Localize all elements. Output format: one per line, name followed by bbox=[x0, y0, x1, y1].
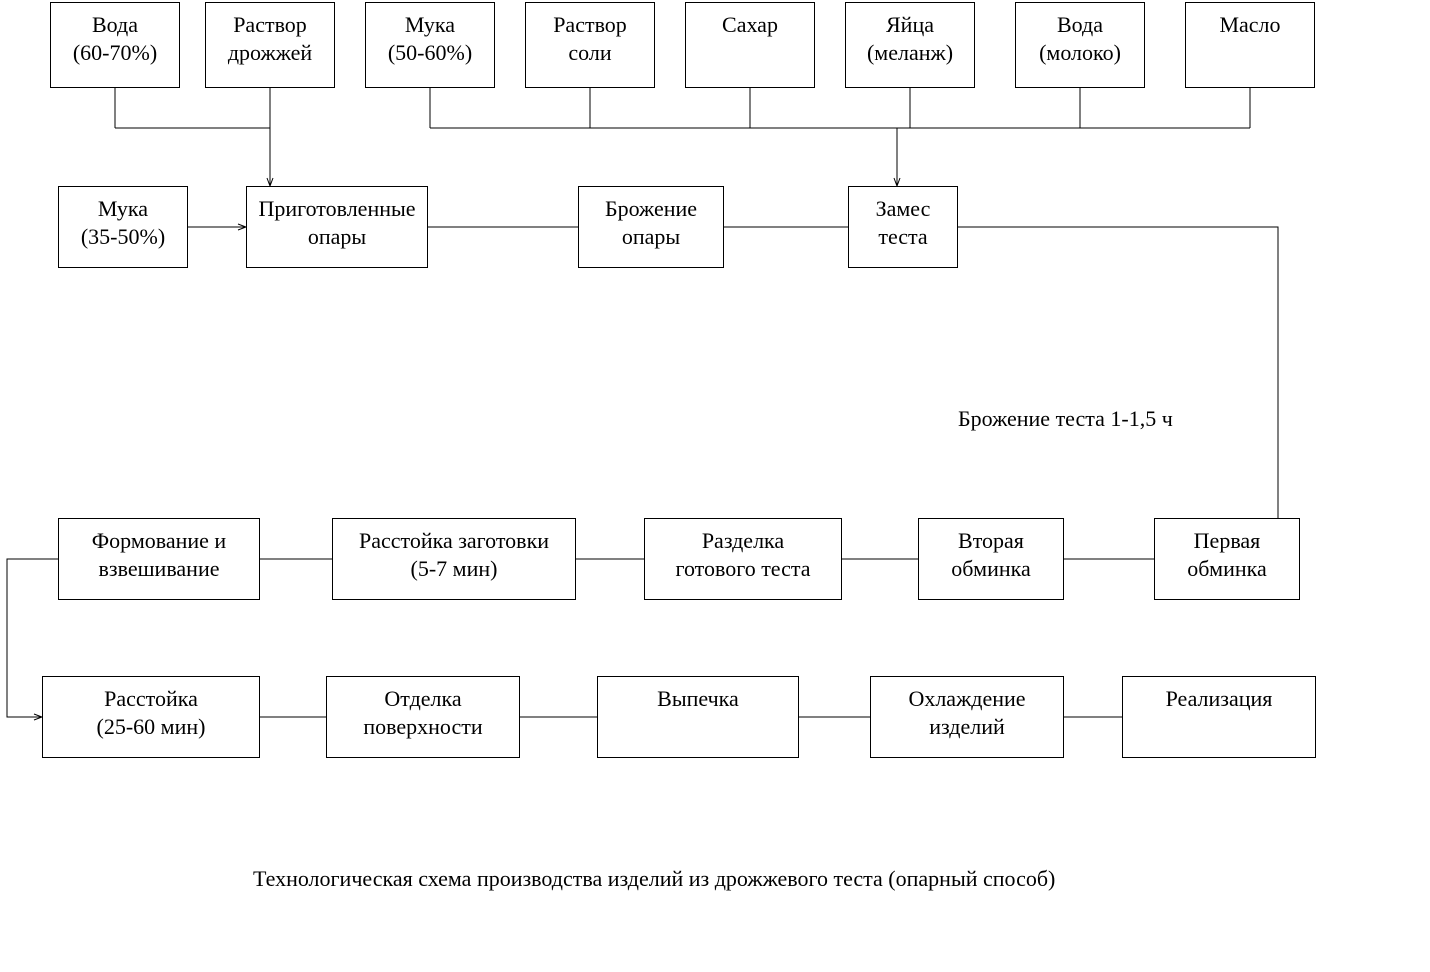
node-text-line: Выпечка bbox=[657, 685, 739, 713]
flowchart-node: Расстойка заготовки(5-7 мин) bbox=[332, 518, 576, 600]
flowchart-node: Разделкаготового теста bbox=[644, 518, 842, 600]
node-text-line: Раствор bbox=[553, 11, 627, 39]
node-text-line: Разделка bbox=[702, 527, 784, 555]
node-text-line: Раствор bbox=[233, 11, 307, 39]
node-text-line: Замес bbox=[876, 195, 931, 223]
floating-label: Брожение теста 1-1,5 ч bbox=[958, 406, 1173, 432]
flowchart-node: Яйца(меланж) bbox=[845, 2, 975, 88]
flowchart-node: Втораяобминка bbox=[918, 518, 1064, 600]
flowchart-node: Мука(35-50%) bbox=[58, 186, 188, 268]
node-text-line: изделий bbox=[929, 713, 1005, 741]
node-text-line: взвешивание bbox=[99, 555, 220, 583]
flowchart-node: Растворсоли bbox=[525, 2, 655, 88]
node-text-line: Сахар bbox=[722, 11, 778, 39]
node-text-line: поверхности bbox=[363, 713, 482, 741]
flowchart-node: Мука(50-60%) bbox=[365, 2, 495, 88]
node-text-line: Охлаждение bbox=[908, 685, 1025, 713]
node-text-line: Масло bbox=[1219, 11, 1280, 39]
node-text-line: обминка bbox=[951, 555, 1031, 583]
flowchart-node: Отделкаповерхности bbox=[326, 676, 520, 758]
node-text-line: опары bbox=[308, 223, 366, 251]
node-text-line: (50-60%) bbox=[388, 39, 472, 67]
node-text-line: опары bbox=[622, 223, 680, 251]
diagram-caption: Технологическая схема производства издел… bbox=[253, 866, 1055, 892]
flowchart-node: Вода(60-70%) bbox=[50, 2, 180, 88]
node-text-line: Вторая bbox=[958, 527, 1024, 555]
node-text-line: (25-60 мин) bbox=[97, 713, 206, 741]
node-text-line: Первая bbox=[1194, 527, 1261, 555]
flowchart-node: Реализация bbox=[1122, 676, 1316, 758]
node-text-line: Мука bbox=[405, 11, 455, 39]
node-text-line: (5-7 мин) bbox=[411, 555, 498, 583]
flowchart-node: Выпечка bbox=[597, 676, 799, 758]
node-text-line: Брожение bbox=[605, 195, 697, 223]
flowchart-node: Охлаждениеизделий bbox=[870, 676, 1064, 758]
node-text-line: Вода bbox=[1057, 11, 1103, 39]
flowchart-node: Раствордрожжей bbox=[205, 2, 335, 88]
flowchart-node: Перваяобминка bbox=[1154, 518, 1300, 600]
node-text-line: Формование и bbox=[92, 527, 226, 555]
node-text-line: Реализация bbox=[1166, 685, 1273, 713]
flowchart-node: Приготовленныеопары bbox=[246, 186, 428, 268]
node-text-line: теста bbox=[878, 223, 927, 251]
flowchart-node: Формование ивзвешивание bbox=[58, 518, 260, 600]
flowchart-edges bbox=[0, 0, 1430, 972]
node-text-line: Расстойка заготовки bbox=[359, 527, 549, 555]
node-text-line: (меланж) bbox=[867, 39, 953, 67]
flowchart-node: Вода(молоко) bbox=[1015, 2, 1145, 88]
node-text-line: (молоко) bbox=[1039, 39, 1121, 67]
flowchart-node: Заместеста bbox=[848, 186, 958, 268]
flowchart-node: Масло bbox=[1185, 2, 1315, 88]
node-text-line: обминка bbox=[1187, 555, 1267, 583]
flowchart-node: Сахар bbox=[685, 2, 815, 88]
flowchart-node: Брожениеопары bbox=[578, 186, 724, 268]
node-text-line: (60-70%) bbox=[73, 39, 157, 67]
node-text-line: Приготовленные bbox=[258, 195, 415, 223]
node-text-line: Вода bbox=[92, 11, 138, 39]
flowchart-node: Расстойка(25-60 мин) bbox=[42, 676, 260, 758]
node-text-line: соли bbox=[568, 39, 611, 67]
node-text-line: Отделка bbox=[384, 685, 461, 713]
node-text-line: Расстойка bbox=[104, 685, 198, 713]
node-text-line: (35-50%) bbox=[81, 223, 165, 251]
node-text-line: готового теста bbox=[675, 555, 810, 583]
node-text-line: дрожжей bbox=[228, 39, 312, 67]
node-text-line: Мука bbox=[98, 195, 148, 223]
node-text-line: Яйца bbox=[886, 11, 934, 39]
